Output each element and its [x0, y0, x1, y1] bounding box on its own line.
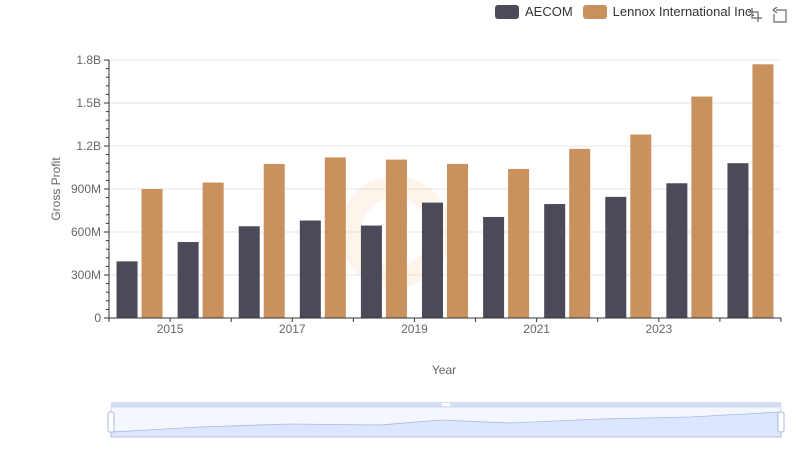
y-tick-label: 600M	[71, 225, 101, 239]
x-tick-label-2021: 2021	[523, 322, 550, 336]
bar-lennox-2014	[141, 189, 163, 318]
bar-aecom-2015	[177, 242, 199, 318]
bar-lennox-2016	[263, 163, 285, 318]
restore-icon[interactable]	[772, 7, 788, 23]
x-tick-label-2023: 2023	[645, 322, 672, 336]
legend-item-aecom[interactable]: AECOM	[495, 4, 573, 19]
slider-handle-left[interactable]	[107, 411, 115, 433]
y-tick-label: 300M	[71, 268, 101, 282]
y-tick-label: 900M	[71, 182, 101, 196]
bar-lennox-2015	[202, 182, 224, 318]
x-axis: 2015 2017 2019 2021 2023	[108, 317, 782, 336]
x-tick-label-2017: 2017	[279, 322, 306, 336]
zoom-select-icon[interactable]	[747, 7, 763, 23]
x-axis-title: Year	[432, 363, 456, 377]
y-axis-title: Gross Profit	[49, 157, 63, 221]
bar-lennox-2018	[385, 159, 407, 318]
toolbox	[747, 7, 788, 23]
legend-label-aecom: AECOM	[525, 4, 573, 19]
bar-aecom-2018	[360, 225, 382, 318]
x-tick-label-2019: 2019	[401, 322, 428, 336]
bar-aecom-2022	[605, 196, 627, 318]
x-tick-label-2015: 2015	[157, 322, 184, 336]
y-tick-label: 1.8B	[76, 53, 101, 67]
legend-swatch-aecom	[495, 4, 519, 19]
bar-aecom-2016	[238, 226, 260, 318]
y-tick-label: 0	[94, 311, 101, 325]
legend-label-lennox: Lennox International Inc.	[612, 4, 756, 19]
bar-aecom-2023	[666, 183, 688, 318]
y-tick-label: 1.2B	[76, 139, 101, 153]
bar-lennox-2019	[447, 163, 468, 318]
bar-lennox-2023	[691, 96, 713, 318]
bar-lennox-2017	[324, 157, 346, 318]
bar-aecom-2014	[116, 261, 138, 318]
legend: AECOM Lennox International Inc.	[495, 4, 755, 19]
bar-aecom-2021	[544, 204, 566, 318]
y-tick-label: 1.5B	[76, 96, 101, 110]
bar-lennox-2021	[569, 148, 591, 318]
bar-aecom-2024	[727, 163, 749, 318]
slider-handle-right[interactable]	[777, 411, 785, 433]
y-axis: 0 300M 600M 900M 1.2B 1.5B 1.8B	[71, 53, 110, 325]
bars	[116, 64, 774, 318]
bar-lennox-2024	[752, 64, 774, 318]
bar-lennox-2020	[508, 168, 530, 318]
legend-item-lennox[interactable]: Lennox International Inc.	[582, 4, 756, 19]
slider-preview-area	[110, 411, 782, 438]
bar-aecom-2019	[422, 202, 443, 318]
bar-aecom-2017	[299, 220, 321, 318]
slider-grip[interactable]	[442, 403, 450, 406]
bar-lennox-2022	[630, 134, 652, 318]
legend-swatch-lennox	[582, 4, 607, 19]
data-zoom-slider[interactable]	[107, 402, 785, 438]
bar-aecom-2020	[483, 216, 505, 318]
